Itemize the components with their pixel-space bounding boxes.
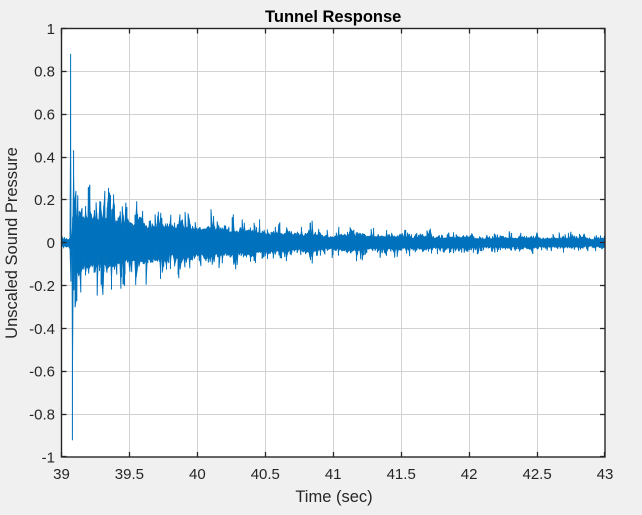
svg-text:-0.6: -0.6 <box>29 364 55 381</box>
svg-text:0.4: 0.4 <box>34 149 55 166</box>
svg-text:39.5: 39.5 <box>115 466 144 483</box>
svg-text:40: 40 <box>189 466 206 483</box>
svg-text:0.2: 0.2 <box>34 192 55 209</box>
svg-text:0: 0 <box>47 235 55 252</box>
svg-text:-1: -1 <box>42 449 55 466</box>
svg-text:0.8: 0.8 <box>34 64 55 81</box>
svg-text:41: 41 <box>325 466 342 483</box>
svg-text:41.5: 41.5 <box>387 466 416 483</box>
svg-text:1: 1 <box>47 21 55 38</box>
svg-text:Unscaled Sound Pressure: Unscaled Sound Pressure <box>3 147 21 339</box>
svg-text:40.5: 40.5 <box>251 466 280 483</box>
svg-text:-0.4: -0.4 <box>29 321 55 338</box>
svg-text:42: 42 <box>461 466 478 483</box>
svg-text:0.6: 0.6 <box>34 107 55 124</box>
svg-text:42.5: 42.5 <box>522 466 551 483</box>
svg-text:-0.2: -0.2 <box>29 278 55 295</box>
svg-text:Time (sec): Time (sec) <box>295 488 372 506</box>
svg-text:-0.8: -0.8 <box>29 407 55 424</box>
svg-text:Tunnel Response: Tunnel Response <box>265 8 401 26</box>
svg-text:43: 43 <box>597 466 614 483</box>
svg-text:39: 39 <box>53 466 70 483</box>
